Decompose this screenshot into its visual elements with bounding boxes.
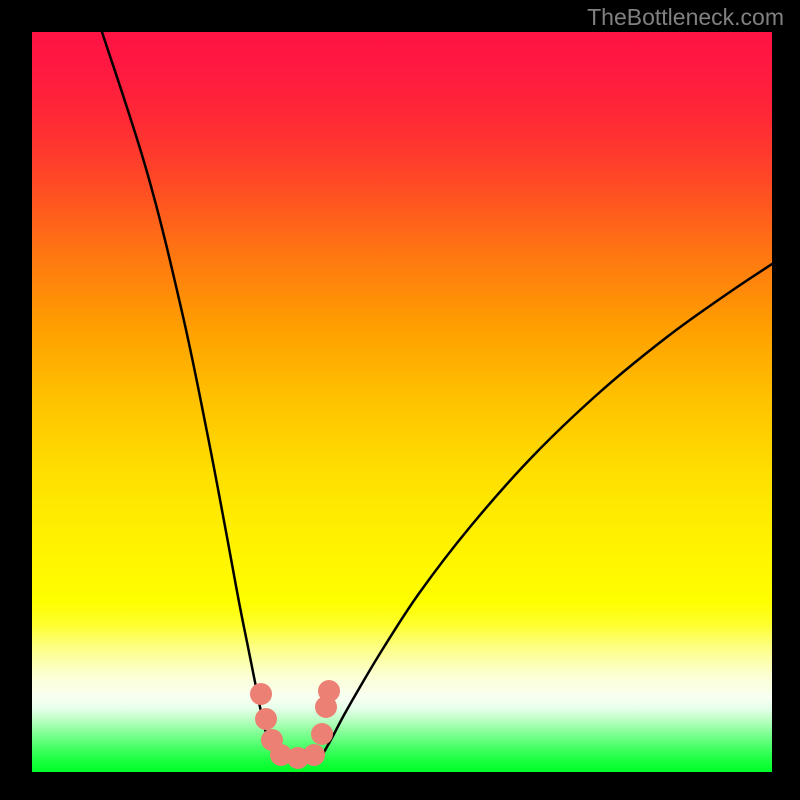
plot-svg	[32, 32, 772, 772]
curve-marker	[250, 683, 272, 705]
bottleneck-plot	[32, 32, 772, 772]
curve-marker	[311, 723, 333, 745]
watermark-text: TheBottleneck.com	[587, 4, 784, 31]
curve-marker	[303, 744, 325, 766]
plot-background	[32, 32, 772, 772]
curve-marker	[318, 680, 340, 702]
curve-marker	[255, 708, 277, 730]
